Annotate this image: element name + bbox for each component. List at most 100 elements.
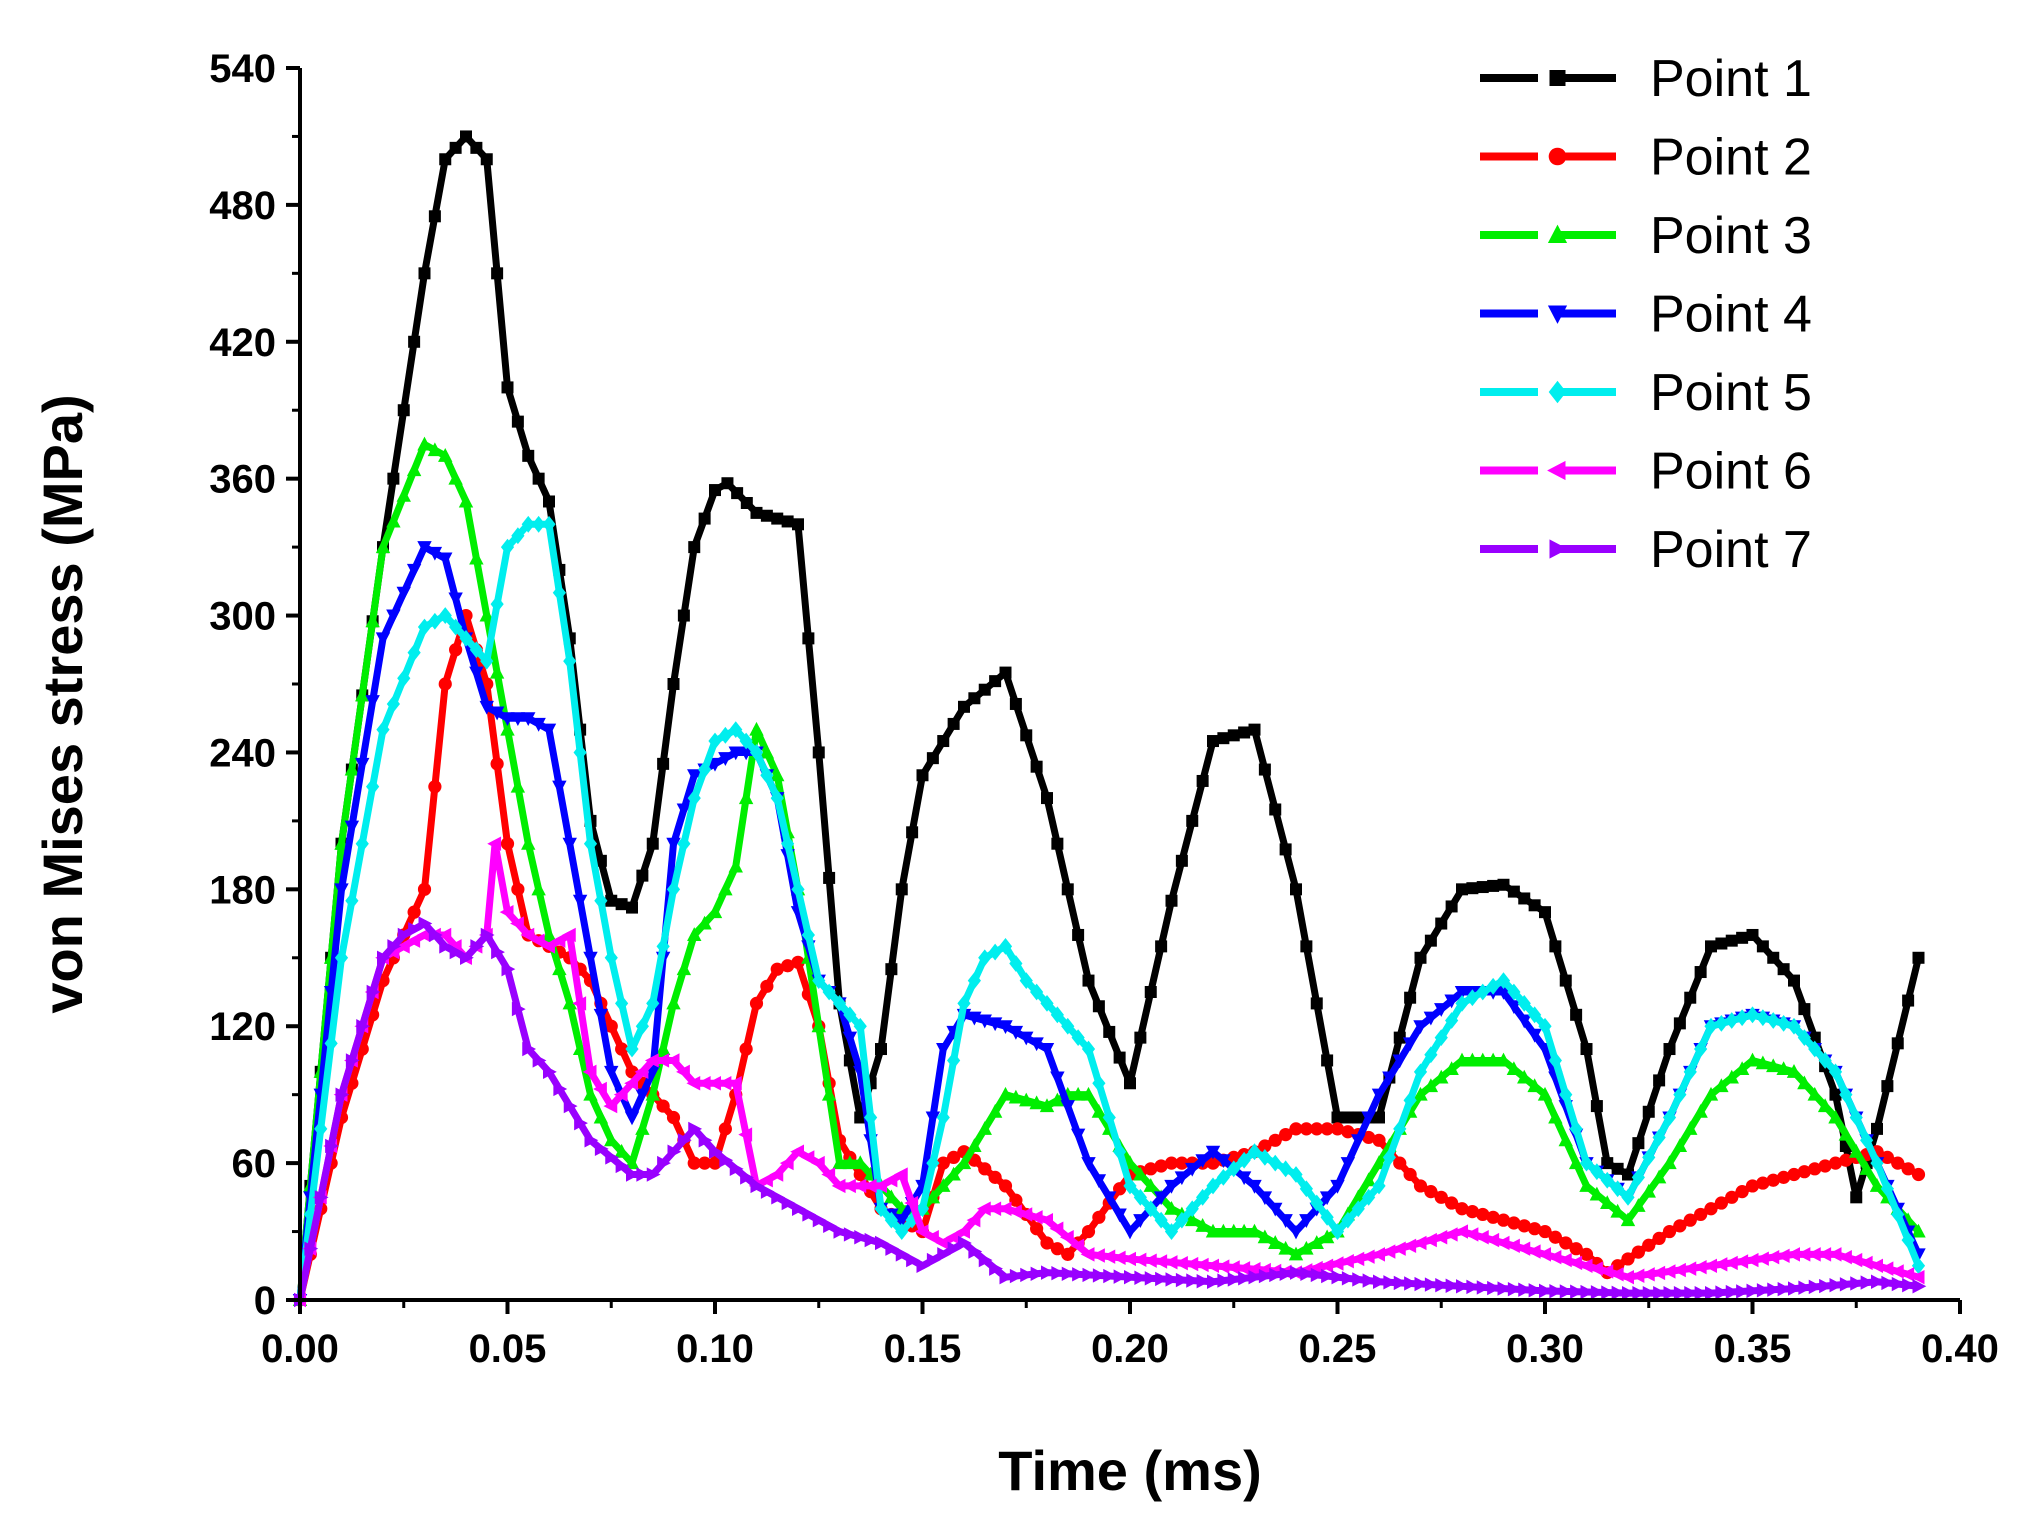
data-point xyxy=(460,950,474,965)
data-point xyxy=(406,462,422,477)
data-point xyxy=(1518,1282,1533,1297)
y-tick-label: 120 xyxy=(209,1005,276,1049)
data-point xyxy=(698,761,712,778)
data-point xyxy=(1360,1249,1375,1264)
data-point xyxy=(1745,1179,1760,1193)
data-point xyxy=(646,995,660,1012)
data-point xyxy=(1786,1064,1802,1078)
data-point xyxy=(1817,1098,1833,1113)
data-point xyxy=(604,1065,619,1080)
data-point xyxy=(1466,1279,1481,1295)
data-point xyxy=(1112,1208,1127,1223)
data-point xyxy=(750,1178,765,1194)
data-point xyxy=(1828,1156,1843,1170)
data-point xyxy=(1393,1275,1408,1291)
data-point xyxy=(1579,1178,1594,1192)
data-point xyxy=(843,1006,857,1024)
data-point xyxy=(470,939,485,954)
data-point xyxy=(1144,1271,1159,1286)
data-point xyxy=(1310,1267,1325,1283)
data-point xyxy=(396,586,411,601)
data-point xyxy=(479,700,494,715)
data-point xyxy=(428,780,442,794)
data-point xyxy=(1269,803,1282,816)
data-point xyxy=(1341,1111,1354,1124)
data-point xyxy=(666,995,681,1010)
data-point xyxy=(366,778,380,796)
data-point xyxy=(1683,1063,1697,1081)
data-point xyxy=(439,939,454,954)
data-point xyxy=(1247,1143,1262,1161)
data-point xyxy=(1246,1262,1261,1277)
data-point xyxy=(739,732,753,750)
data-point xyxy=(615,1158,630,1174)
data-point xyxy=(510,916,524,931)
data-point xyxy=(1310,1194,1324,1212)
data-point xyxy=(1703,1086,1719,1101)
data-point xyxy=(1714,1014,1728,1032)
data-point xyxy=(1028,1210,1043,1225)
data-point xyxy=(1838,1250,1852,1265)
data-point xyxy=(1797,1075,1812,1090)
data-point xyxy=(1653,1074,1666,1087)
data-point xyxy=(667,1144,682,1159)
data-point xyxy=(1009,697,1022,710)
data-point xyxy=(501,961,516,977)
data-point xyxy=(1485,1052,1501,1067)
data-point xyxy=(418,916,433,931)
data-point xyxy=(989,675,1002,688)
data-point xyxy=(1839,1086,1853,1104)
data-point xyxy=(968,692,981,705)
data-point xyxy=(1590,1163,1604,1181)
data-point xyxy=(698,1156,712,1170)
x-tick-label: 0.30 xyxy=(1506,1327,1584,1371)
data-point xyxy=(1632,1285,1647,1301)
data-point xyxy=(417,882,432,896)
data-point xyxy=(396,487,411,502)
data-point xyxy=(1009,955,1023,972)
y-tick-label: 60 xyxy=(232,1142,277,1186)
data-point xyxy=(386,513,401,528)
x-tick-label: 0.35 xyxy=(1714,1327,1792,1371)
data-point xyxy=(1766,1012,1780,1029)
data-point xyxy=(1041,792,1053,805)
data-point xyxy=(582,1064,597,1080)
legend-label: Point 4 xyxy=(1650,286,1812,344)
data-point xyxy=(490,757,504,771)
data-point xyxy=(1225,1260,1240,1275)
data-point xyxy=(1371,1247,1385,1262)
data-point xyxy=(1694,1207,1708,1222)
data-point xyxy=(1871,1274,1885,1289)
data-point xyxy=(407,644,421,662)
data-point xyxy=(1568,1255,1583,1271)
data-point xyxy=(1611,1285,1626,1301)
data-point xyxy=(1569,1242,1583,1256)
data-point xyxy=(1549,539,1568,559)
y-tick-label: 480 xyxy=(209,184,276,228)
data-point xyxy=(771,512,784,525)
data-point xyxy=(1155,1271,1169,1287)
data-point xyxy=(1589,1186,1605,1201)
data-point xyxy=(1848,1252,1863,1268)
data-point xyxy=(718,752,733,766)
data-point xyxy=(1589,1261,1603,1276)
data-point xyxy=(1496,972,1511,989)
data-point xyxy=(1122,1251,1136,1267)
data-point xyxy=(1019,972,1033,989)
data-point xyxy=(1144,1162,1158,1176)
data-point xyxy=(1144,986,1157,998)
data-point xyxy=(1300,1266,1315,1281)
data-point xyxy=(1030,1266,1045,1281)
data-point xyxy=(792,1201,806,1216)
data-point xyxy=(1694,1285,1709,1301)
data-point xyxy=(1269,1267,1284,1283)
data-point xyxy=(790,1144,804,1159)
data-point xyxy=(1662,1109,1677,1126)
data-point xyxy=(1507,885,1520,898)
data-point xyxy=(1590,1100,1603,1113)
data-point xyxy=(781,959,795,973)
data-point xyxy=(334,949,349,967)
data-point xyxy=(1787,1017,1801,1035)
data-point xyxy=(1257,1191,1273,1206)
data-point xyxy=(1103,1025,1116,1038)
